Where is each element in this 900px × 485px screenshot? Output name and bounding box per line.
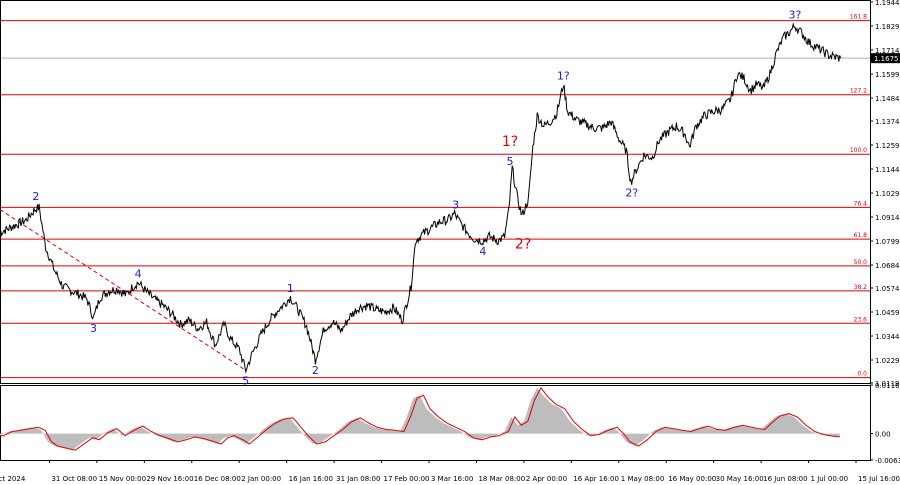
time-tick-label: 2 Jan 00:00 — [241, 475, 281, 483]
time-tick-label: 29 Nov 16:00 — [146, 475, 193, 483]
wave-label: 5 — [507, 155, 514, 168]
fib-level-label: 0.0 — [857, 371, 867, 378]
fib-level-label: 50.0 — [854, 259, 868, 266]
price-tick-label: 1.0229 — [875, 357, 900, 365]
time-tick-label: 1 Jul 00:00 — [811, 475, 849, 483]
wave-label: 1 — [287, 282, 294, 295]
time-tick-label: 18 Mar 08:00 — [478, 475, 525, 483]
price-tick-label: 1.1144 — [875, 166, 900, 174]
fib-level-label: 127.2 — [850, 88, 867, 95]
time-tick-label: 31 Oct 08:00 — [51, 475, 97, 483]
price-tick-label: 1.0574 — [875, 285, 900, 293]
wave-label: 3 — [90, 322, 97, 335]
time-tick-label: 16 Jan 16:00 — [289, 475, 333, 483]
price-tick-label: 1.0684 — [875, 262, 900, 270]
price-tick-label: 1.1829 — [875, 23, 900, 31]
price-tick-label: 1.0799 — [875, 238, 900, 246]
oscillator-signal-line — [0, 386, 840, 451]
wave-label: 3? — [789, 9, 802, 22]
axes: 1.1944 1.1829 1.1714 1.1599 1.1484 1.1374 1.12… — [870, 0, 900, 465]
price-panel: 161.8 127.2 100.0 76.4 61.8 50.0 38.2 23.6 0.0 2 3… — [0, 0, 871, 387]
oscillator-histogram — [0, 387, 840, 451]
time-tick-label: 16 May 00:00 — [668, 475, 716, 483]
time-tick-label: 3 Mar 16:00 — [431, 475, 473, 483]
oscillator-panel — [0, 385, 871, 461]
price-tick-label: 1.1944 — [875, 0, 900, 7]
time-tick-label: 16 Apr 16:00 — [573, 475, 619, 483]
price-tick-label: 1.0459 — [875, 309, 900, 317]
oscillator-tick-label: 0.00 — [875, 431, 891, 439]
price-series — [0, 22, 842, 374]
price-tick-label: 1.0119 — [875, 380, 900, 388]
wave-label: 2 — [32, 190, 39, 203]
fib-level-label: 161.8 — [850, 14, 867, 21]
price-tick-label: 1.1714 — [875, 47, 900, 55]
time-tick-label: 15 Nov 00:00 — [99, 475, 146, 483]
time-tick-label: 31 Jan 08:00 — [336, 475, 380, 483]
wave-label: 1? — [502, 134, 518, 150]
wave-label: 4 — [479, 245, 486, 258]
time-tick-label: 16 Dec 08:00 — [194, 475, 241, 483]
price-tick-label: 1.1484 — [875, 95, 900, 103]
wave-label: 5 — [242, 374, 249, 387]
wave-label: 1? — [557, 69, 570, 82]
wave-label: 2? — [515, 237, 531, 253]
wave-label: 3 — [452, 199, 459, 212]
oscillator-tick-label: 0.01168 — [875, 382, 900, 390]
price-tick-label: 1.1599 — [875, 71, 900, 79]
price-tick-label: 1.1259 — [875, 142, 900, 150]
price-panel-border — [0, 0, 871, 384]
current-price-badge — [871, 53, 900, 64]
price-tick-label: 1.0344 — [875, 333, 900, 341]
time-tick-label: 16 Jun 08:00 — [763, 475, 807, 483]
time-tick-label: 15 Jul 16:00 — [858, 475, 900, 483]
current-price-label: 1.1675 — [874, 55, 899, 63]
wave-label: 2 — [312, 364, 319, 377]
fib-level-label: 23.6 — [854, 316, 868, 323]
price-tick-label: 1.0914 — [875, 214, 900, 222]
price-tick-label: 1.1374 — [875, 118, 900, 126]
fib-level-label: 61.8 — [854, 232, 868, 239]
fib-level-label: 100.0 — [850, 147, 867, 154]
price-tick-label: 1.1029 — [875, 190, 900, 198]
time-tick-label: 15 Oct 2024 — [0, 475, 26, 483]
trendline — [0, 209, 247, 371]
time-tick-label: 30 May 16:00 — [716, 475, 764, 483]
oscillator-panel-border — [0, 385, 871, 461]
time-tick-label: 17 Feb 00:00 — [384, 475, 430, 483]
time-tick-label: 1 May 08:00 — [621, 475, 665, 483]
fib-level-label: 76.4 — [854, 200, 868, 207]
oscillator-tick-label: -0.00635 — [875, 457, 900, 465]
wave-label: 2? — [625, 186, 638, 199]
wave-label: 4 — [135, 268, 142, 281]
time-tick-label: 2 Apr 00:00 — [526, 475, 567, 483]
fib-level-label: 38.2 — [854, 284, 868, 291]
